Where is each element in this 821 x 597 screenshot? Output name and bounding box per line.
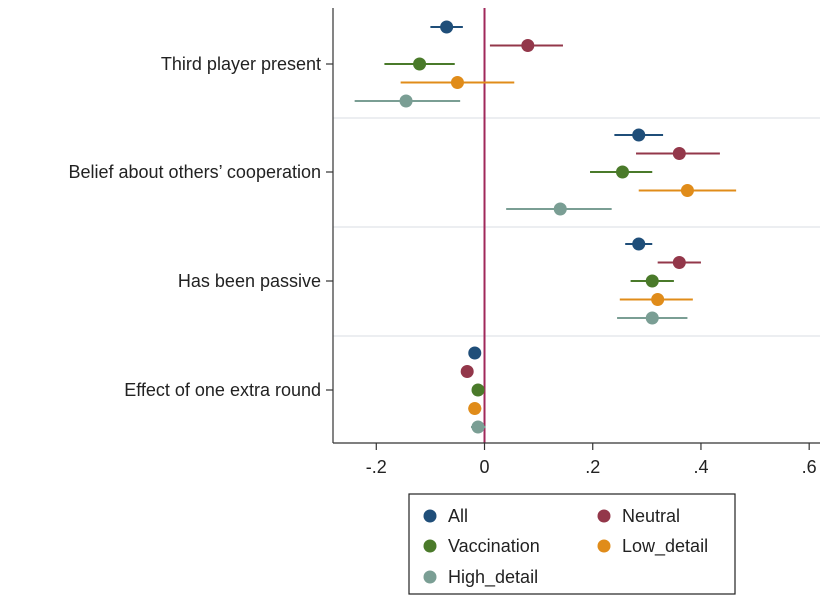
category-label: Belief about others’ cooperation xyxy=(68,162,321,182)
legend-marker xyxy=(597,509,611,523)
point-estimate xyxy=(615,165,629,179)
legend: All Neutral Vaccination Low_detail High_deta… xyxy=(408,493,736,595)
category-label: Has been passive xyxy=(178,271,321,291)
y-axis: Third player present Belief about others’… xyxy=(68,8,334,443)
category-label: Effect of one extra round xyxy=(124,380,321,400)
legend-label: Vaccination xyxy=(448,536,540,556)
legend-marker xyxy=(423,539,437,553)
x-tick-label: .2 xyxy=(585,457,600,477)
point-estimate xyxy=(645,274,659,288)
x-tick-label: .4 xyxy=(693,457,708,477)
point-estimate xyxy=(413,57,427,71)
point-estimate xyxy=(632,237,646,251)
legend-label: High_detail xyxy=(448,567,538,588)
legend-label: All xyxy=(448,506,468,526)
legend-box xyxy=(408,493,736,595)
point-estimate xyxy=(672,256,686,269)
legend-marker xyxy=(423,570,437,584)
point-estimate xyxy=(680,184,694,197)
point-estimate xyxy=(471,420,485,434)
point-estimate xyxy=(521,39,535,52)
x-tick-label: -.2 xyxy=(366,457,387,477)
point-estimate xyxy=(553,202,567,216)
point-estimate xyxy=(468,402,482,415)
plot-marks xyxy=(354,20,737,434)
legend-marker xyxy=(597,539,611,553)
point-estimate xyxy=(632,128,646,142)
point-estimate xyxy=(440,20,454,34)
x-tick-label: 0 xyxy=(480,457,490,477)
point-estimate xyxy=(460,365,474,378)
legend-marker xyxy=(423,509,437,523)
x-axis: -.2 0 .2 .4 .6 xyxy=(333,442,820,477)
legend-label: Low_detail xyxy=(622,536,708,557)
legend-label: Neutral xyxy=(622,506,680,526)
x-tick-label: .6 xyxy=(802,457,817,477)
point-estimate xyxy=(651,293,665,306)
point-estimate xyxy=(450,76,464,89)
point-estimate xyxy=(468,346,482,360)
point-estimate xyxy=(645,311,659,325)
point-estimate xyxy=(672,147,686,160)
category-label: Third player present xyxy=(161,54,321,74)
point-estimate xyxy=(399,94,413,108)
category-separators xyxy=(333,117,820,337)
point-estimate xyxy=(471,383,485,397)
